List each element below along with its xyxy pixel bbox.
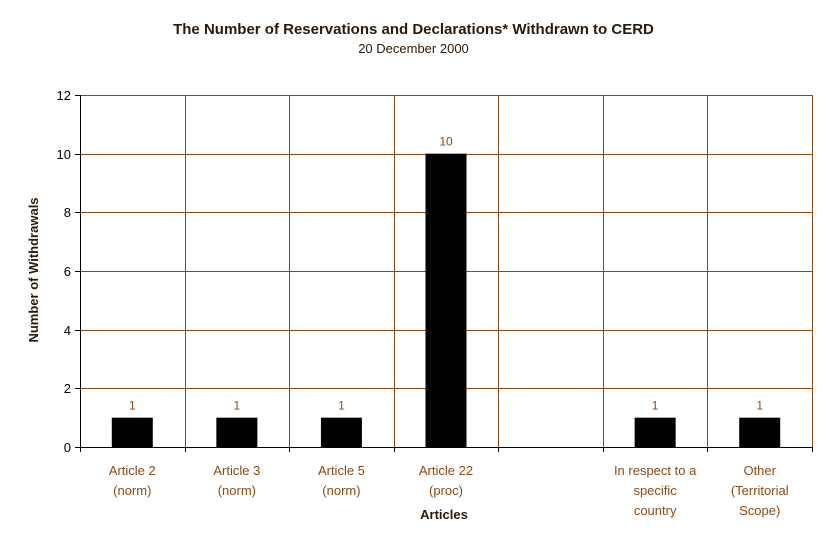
data-label: 1 [756, 399, 763, 413]
x-category-label: (norm) [113, 483, 151, 498]
x-category-label: (norm) [218, 483, 256, 498]
bar [425, 153, 467, 447]
y-axis-title: Number of Withdrawals [26, 197, 41, 342]
x-category-label: (proc) [429, 483, 463, 498]
y-tick-label: 12 [57, 88, 71, 103]
bar [320, 417, 362, 447]
bar [634, 417, 676, 447]
x-category-label: Scope) [739, 503, 780, 518]
y-tick-label: 8 [64, 205, 71, 220]
data-label: 1 [652, 399, 659, 413]
y-tick-label: 6 [64, 264, 71, 279]
bars [111, 153, 781, 447]
x-category-label: (norm) [322, 483, 360, 498]
data-label: 1 [234, 399, 241, 413]
x-category-label: Article 22 [419, 463, 473, 478]
axes [75, 95, 813, 452]
chart-title: The Number of Reservations and Declarati… [173, 21, 654, 38]
chart-subtitle: 20 December 2000 [358, 41, 469, 56]
x-category-label: (Territorial [731, 483, 789, 498]
x-category-label: Article 5 [318, 463, 365, 478]
labels: 0 2 4 6 8 10 12 1 1 1 10 1 1 Article 2 (norm) Article 3… [57, 88, 789, 518]
x-category-label: country [634, 503, 677, 518]
bar [739, 417, 781, 447]
x-category-label: Article 3 [213, 463, 260, 478]
data-label: 10 [439, 135, 453, 149]
data-label: 1 [338, 399, 345, 413]
x-category-label: Other [743, 463, 776, 478]
x-axis-title: Articles [420, 507, 468, 522]
bar [111, 417, 153, 447]
gridlines [80, 95, 813, 447]
y-tick-label: 4 [64, 323, 71, 338]
data-label: 1 [129, 399, 136, 413]
y-tick-label: 2 [64, 381, 71, 396]
x-category-label: In respect to a [614, 463, 697, 478]
y-tick-label: 10 [57, 147, 71, 162]
bar [216, 417, 258, 447]
y-tick-label: 0 [64, 440, 71, 455]
x-category-label: specific [633, 483, 677, 498]
x-category-label: Article 2 [109, 463, 156, 478]
